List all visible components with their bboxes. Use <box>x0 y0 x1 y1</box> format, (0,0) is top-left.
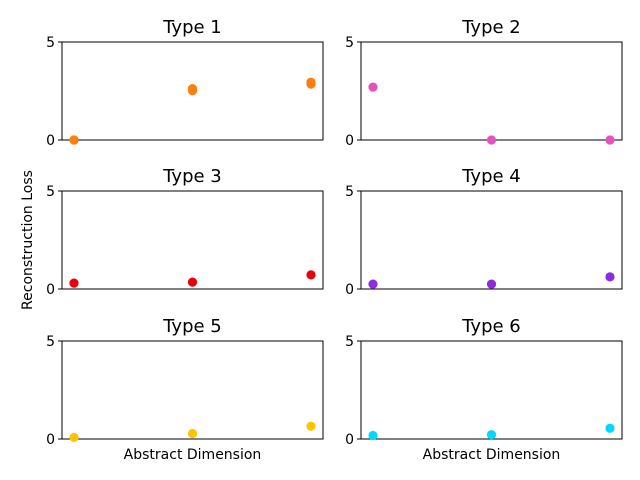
subplot-title-1: Type 1 <box>162 17 222 38</box>
y-tick-label-2-0: 0 <box>345 133 354 149</box>
subplot-4: Type 4 0 5 <box>345 166 623 298</box>
subplot-2: Type 2 0 5 <box>345 17 623 149</box>
subplot-6: Type 6 0 5 Abstract Dimension <box>345 316 623 463</box>
axes-frame-6 <box>360 340 623 440</box>
data-point-1-1-0 <box>69 135 79 145</box>
subplot-grid: Type 1 0 5 Type 2 0 5 Type 3 0 5 Type 4 0 5 Type 5 0 5… <box>46 17 623 463</box>
data-point-3-0-1 <box>187 277 198 287</box>
axes-frame-4 <box>360 190 623 290</box>
subplot-1: Type 1 0 5 <box>46 17 324 149</box>
y-tick-label-3-1: 5 <box>46 184 55 200</box>
x-axis-label-5: Abstract Dimension <box>124 447 262 463</box>
data-point-2-0-2 <box>605 135 615 145</box>
subplot-5: Type 5 0 5 Abstract Dimension <box>46 316 324 463</box>
data-point-3-0-0 <box>69 278 79 288</box>
y-tick-label-5-1: 5 <box>46 334 55 350</box>
x-axis-label-6: Abstract Dimension <box>423 447 561 463</box>
y-tick-label-4-0: 0 <box>345 282 354 298</box>
axes-frame-2 <box>360 41 623 141</box>
y-tick-label-3-0: 0 <box>46 282 55 298</box>
axes-frame-1 <box>61 41 324 141</box>
subplot-title-4: Type 4 <box>461 166 521 187</box>
data-point-1-1-2 <box>306 79 316 89</box>
axes-frame-3 <box>61 190 324 290</box>
subplot-title-2: Type 2 <box>461 17 521 38</box>
y-tick-label-5-0: 0 <box>46 432 55 448</box>
data-point-2-0-0 <box>368 82 378 92</box>
data-point-3-0-2 <box>306 270 316 280</box>
y-tick-label-6-1: 5 <box>345 334 354 350</box>
subplot-title-3: Type 3 <box>162 166 222 187</box>
y-tick-label-2-1: 5 <box>345 35 354 51</box>
data-point-4-0-2 <box>605 272 615 282</box>
y-tick-label-1-1: 5 <box>46 35 55 51</box>
data-point-2-0-1 <box>486 135 497 145</box>
data-point-6-0-2 <box>605 423 615 433</box>
y-tick-label-1-0: 0 <box>46 133 55 149</box>
y-axis-label: Reconstruction Loss <box>20 170 36 310</box>
data-point-4-0-0 <box>368 279 378 289</box>
data-point-4-0-1 <box>486 279 497 289</box>
data-point-1-1-1 <box>187 86 198 96</box>
axes-frame-5 <box>61 340 324 440</box>
data-point-5-0-1 <box>187 428 198 439</box>
subplot-3: Type 3 0 5 <box>46 166 324 298</box>
subplot-title-5: Type 5 <box>162 316 222 337</box>
data-point-5-0-0 <box>69 432 79 443</box>
data-point-5-0-2 <box>306 421 316 431</box>
data-point-6-0-0 <box>368 430 378 441</box>
subplot-title-6: Type 6 <box>461 316 521 337</box>
y-tick-label-6-0: 0 <box>345 432 354 448</box>
y-tick-label-4-1: 5 <box>345 184 354 200</box>
data-point-6-0-1 <box>486 430 497 440</box>
